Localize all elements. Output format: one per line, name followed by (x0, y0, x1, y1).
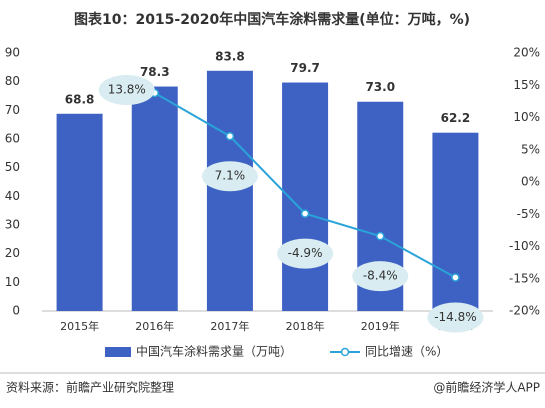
label-bubble (277, 238, 334, 269)
line-point (451, 273, 460, 282)
y2-tick-label: -5% (517, 207, 540, 221)
y-tick-label: 90 (5, 46, 20, 60)
bar (131, 86, 178, 311)
bar-label: 79.7 (290, 61, 320, 75)
y-tick-label: 70 (5, 103, 20, 117)
line-label: 7.1% (215, 169, 246, 183)
y-tick-label: 20 (5, 246, 20, 260)
y2-tick-label: 0% (521, 175, 540, 189)
bar-label: 83.8 (215, 49, 245, 63)
y2-tick-label: -20% (509, 304, 540, 318)
y2-tick-label: 10% (513, 110, 540, 124)
x-tick-label: 2018年 (286, 319, 325, 333)
source: 资料来源：前瞻产业研究院整理 (6, 380, 174, 395)
y-tick-label: 80 (5, 74, 20, 88)
label-bubble (427, 302, 484, 333)
x-tick-label: 2019年 (361, 319, 400, 333)
bar-label: 62.2 (441, 111, 471, 125)
y-tick-label: 10 (5, 275, 20, 289)
line-point (376, 231, 385, 241)
y-tick-label: 60 (5, 132, 20, 146)
bar (432, 132, 479, 311)
bar-label: 78.3 (140, 65, 170, 79)
y-tick-label: 50 (5, 160, 20, 174)
y2-tick-label: 15% (513, 78, 540, 92)
y-tick-label: 40 (5, 189, 20, 203)
legend-swatch (105, 347, 131, 357)
label-bubble (201, 161, 258, 192)
y-tick-label: 0 (12, 304, 20, 318)
bar-label: 68.8 (65, 92, 95, 106)
y-tick-label: 30 (5, 218, 20, 232)
x-tick-label: 2017年 (210, 319, 249, 333)
line-label: -14.8% (434, 310, 476, 324)
legend-label: 同比增速（%） (365, 345, 448, 359)
chart-title: 图表10：2015-2020年中国汽车涂料需求量(单位：万吨，%) (74, 11, 470, 28)
line-label: -4.9% (288, 246, 323, 260)
line-label: 13.8% (108, 82, 146, 96)
line-point (225, 131, 235, 141)
bar-label: 73.0 (365, 80, 395, 94)
y2-tick-label: 5% (521, 142, 540, 156)
line-label: -8.4% (363, 269, 398, 283)
y2-tick-label: -15% (509, 271, 540, 285)
y2-tick-label: -10% (509, 239, 540, 253)
line-point (300, 209, 310, 218)
legend-label: 中国汽车涂料需求量（万吨） (136, 344, 292, 359)
bar (56, 113, 103, 311)
x-tick-label: 2015年 (60, 319, 99, 333)
label-bubble (352, 261, 409, 292)
y2-tick-label: 20% (513, 46, 540, 60)
legend-swatch (340, 347, 350, 357)
label-bubble (98, 74, 155, 105)
brand: @前瞻经济学人APP (433, 380, 540, 395)
x-tick-label: 2016年 (135, 319, 174, 333)
